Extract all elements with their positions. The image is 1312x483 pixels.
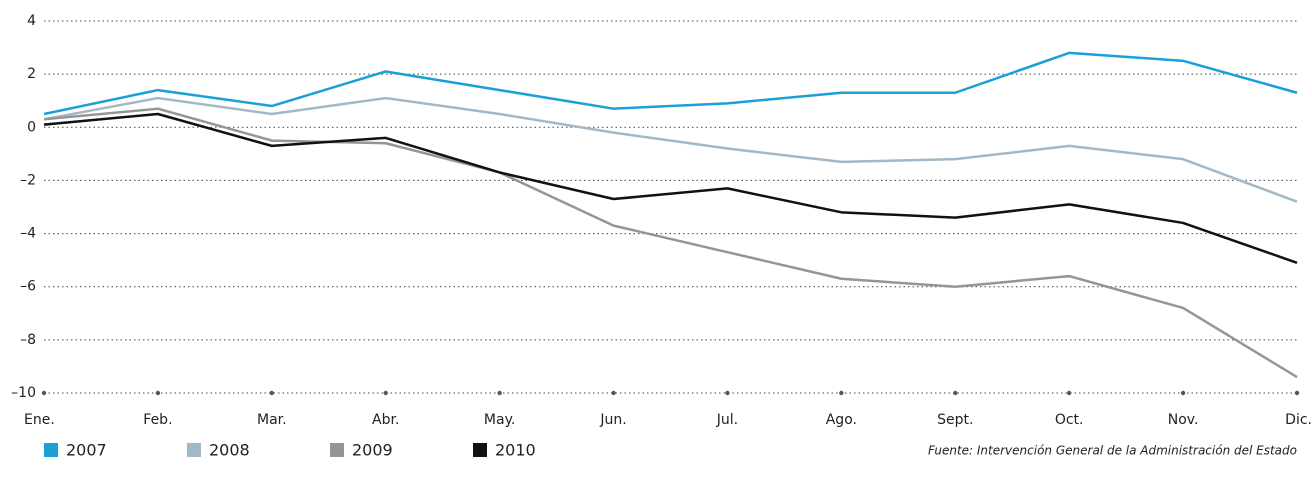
x-tick-dot — [1066, 390, 1072, 396]
legend-label: 2007 — [66, 441, 107, 460]
y-tick-label: 4 — [27, 13, 36, 29]
legend-swatch — [44, 443, 58, 457]
y-tick-label: 0 — [27, 119, 36, 135]
legend-label: 2010 — [495, 441, 536, 460]
x-tick-label: Ago. — [826, 412, 857, 428]
x-tick-dot — [1294, 390, 1300, 396]
x-tick-label: Sept. — [937, 412, 973, 428]
x-tick-dot — [155, 390, 161, 396]
series-line — [43, 107, 1298, 379]
x-tick-label: Jun. — [599, 412, 626, 428]
legend-label: 2009 — [352, 441, 393, 460]
x-tick-label: Jul. — [716, 412, 738, 428]
source-note: Fuente: Intervención General de la Admin… — [928, 444, 1297, 458]
legend-swatch — [330, 443, 344, 457]
y-tick-label: 2 — [27, 66, 36, 82]
legend-label: 2008 — [209, 441, 250, 460]
series-line — [43, 112, 1298, 264]
y-tick-label: –6 — [20, 279, 36, 295]
x-tick-dot — [611, 390, 616, 396]
legend-swatch — [473, 443, 487, 457]
series-line — [43, 96, 1298, 203]
x-tick-dot — [383, 390, 388, 396]
x-tick-dot — [725, 390, 730, 396]
y-tick-label: –4 — [20, 226, 36, 242]
x-tick-label: Oct. — [1055, 412, 1084, 428]
x-tick-label: Nov. — [1168, 412, 1199, 428]
y-tick-label: –2 — [20, 172, 36, 188]
x-tick-label: May. — [484, 412, 515, 428]
y-tick-label: –8 — [20, 332, 36, 348]
x-tick-label: Dic. — [1285, 412, 1312, 428]
x-tick-dot — [1180, 390, 1186, 396]
x-tick-dot — [497, 390, 502, 396]
x-tick-label: Ene. — [24, 412, 55, 428]
x-tick-dot — [953, 390, 958, 396]
x-tick-dot — [269, 390, 275, 396]
x-tick-label: Mar. — [257, 412, 287, 428]
x-tick-label: Feb. — [143, 412, 172, 428]
series-line — [43, 51, 1298, 116]
x-tick-dot — [41, 390, 47, 396]
y-tick-label: –10 — [11, 385, 36, 401]
x-tick-label: Abr. — [372, 412, 399, 428]
legend-swatch — [187, 443, 201, 457]
x-tick-dot — [839, 390, 844, 396]
